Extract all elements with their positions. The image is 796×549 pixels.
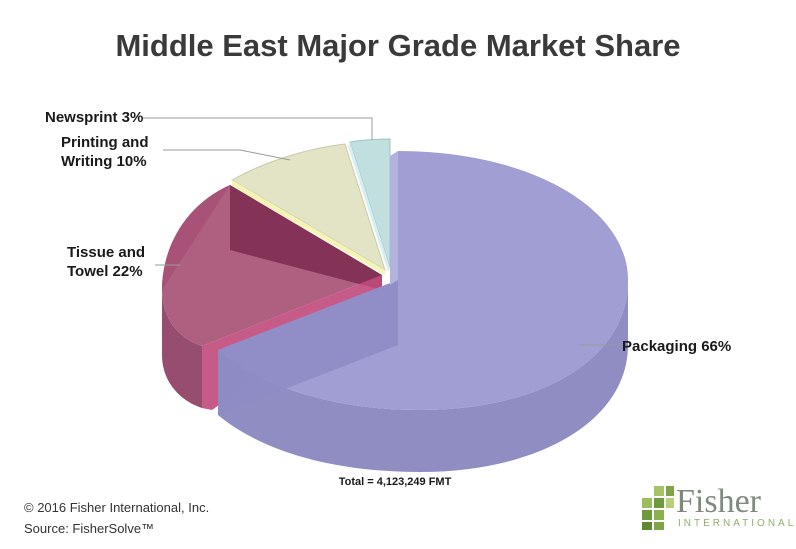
- fisher-logo-mark: [642, 486, 674, 530]
- slice-tissue-towel-top: [162, 185, 382, 346]
- label-tissue-line2: Towel 22%: [67, 263, 143, 280]
- label-newsprint: Newsprint 3%: [45, 109, 143, 126]
- slice-packaging-side: [218, 280, 628, 472]
- label-tissue-line1: Tissue and: [67, 244, 145, 261]
- slice-packaging-back-wall: [390, 151, 398, 285]
- slice-packaging-front-wall: [218, 280, 398, 415]
- slice-newsprint-top: [349, 138, 391, 269]
- fisher-logo-subtext: INTERNATIONAL: [678, 518, 796, 529]
- label-packaging: Packaging 66%: [622, 338, 731, 355]
- slice-newsprint-edge: [348, 142, 390, 272]
- chart-title: Middle East Major Grade Market Share: [115, 28, 681, 63]
- label-printing-line1: Printing and: [61, 134, 149, 151]
- total-annotation: Total = 4,123,249 FMT: [339, 476, 452, 488]
- slice-tissue-towel-cut: [230, 185, 382, 290]
- slice-printing-writing: [230, 143, 386, 275]
- slice-newsprint: [348, 138, 391, 272]
- slice-packaging: [218, 151, 628, 472]
- source-text: Source: FisherSolve™: [24, 521, 155, 536]
- leader-newsprint: [143, 117, 373, 140]
- leader-printing: [163, 149, 291, 161]
- slice-printing-writing-top: [230, 143, 386, 272]
- label-printing-line2: Writing 10%: [61, 153, 147, 170]
- leader-lines: [143, 117, 618, 346]
- slice-printing-writing-edge: [232, 180, 385, 275]
- copyright-text: © 2016 Fisher International, Inc.: [24, 500, 210, 515]
- fisher-logo-text: Fisher: [676, 483, 761, 520]
